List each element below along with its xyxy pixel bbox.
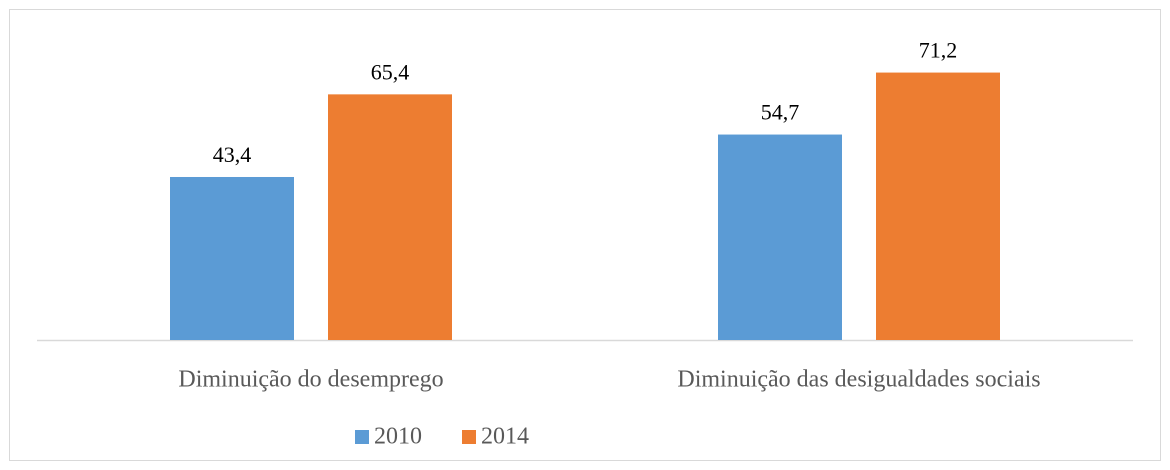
bar	[170, 176, 294, 340]
legend-swatch	[462, 430, 476, 444]
bar	[718, 134, 842, 340]
x-tick-label: Diminuição das desigualdades sociais	[677, 367, 1040, 393]
legend-swatch	[355, 430, 369, 444]
legend-label: 2010	[374, 424, 422, 450]
bar	[328, 94, 452, 340]
legend-label: 2014	[481, 424, 529, 450]
data-label: 54,7	[761, 100, 800, 125]
x-tick-label: Diminuição do desemprego	[178, 367, 443, 393]
data-label: 43,4	[213, 142, 252, 167]
data-label: 65,4	[371, 59, 410, 84]
bar	[876, 72, 1000, 340]
data-label: 71,2	[919, 38, 958, 63]
